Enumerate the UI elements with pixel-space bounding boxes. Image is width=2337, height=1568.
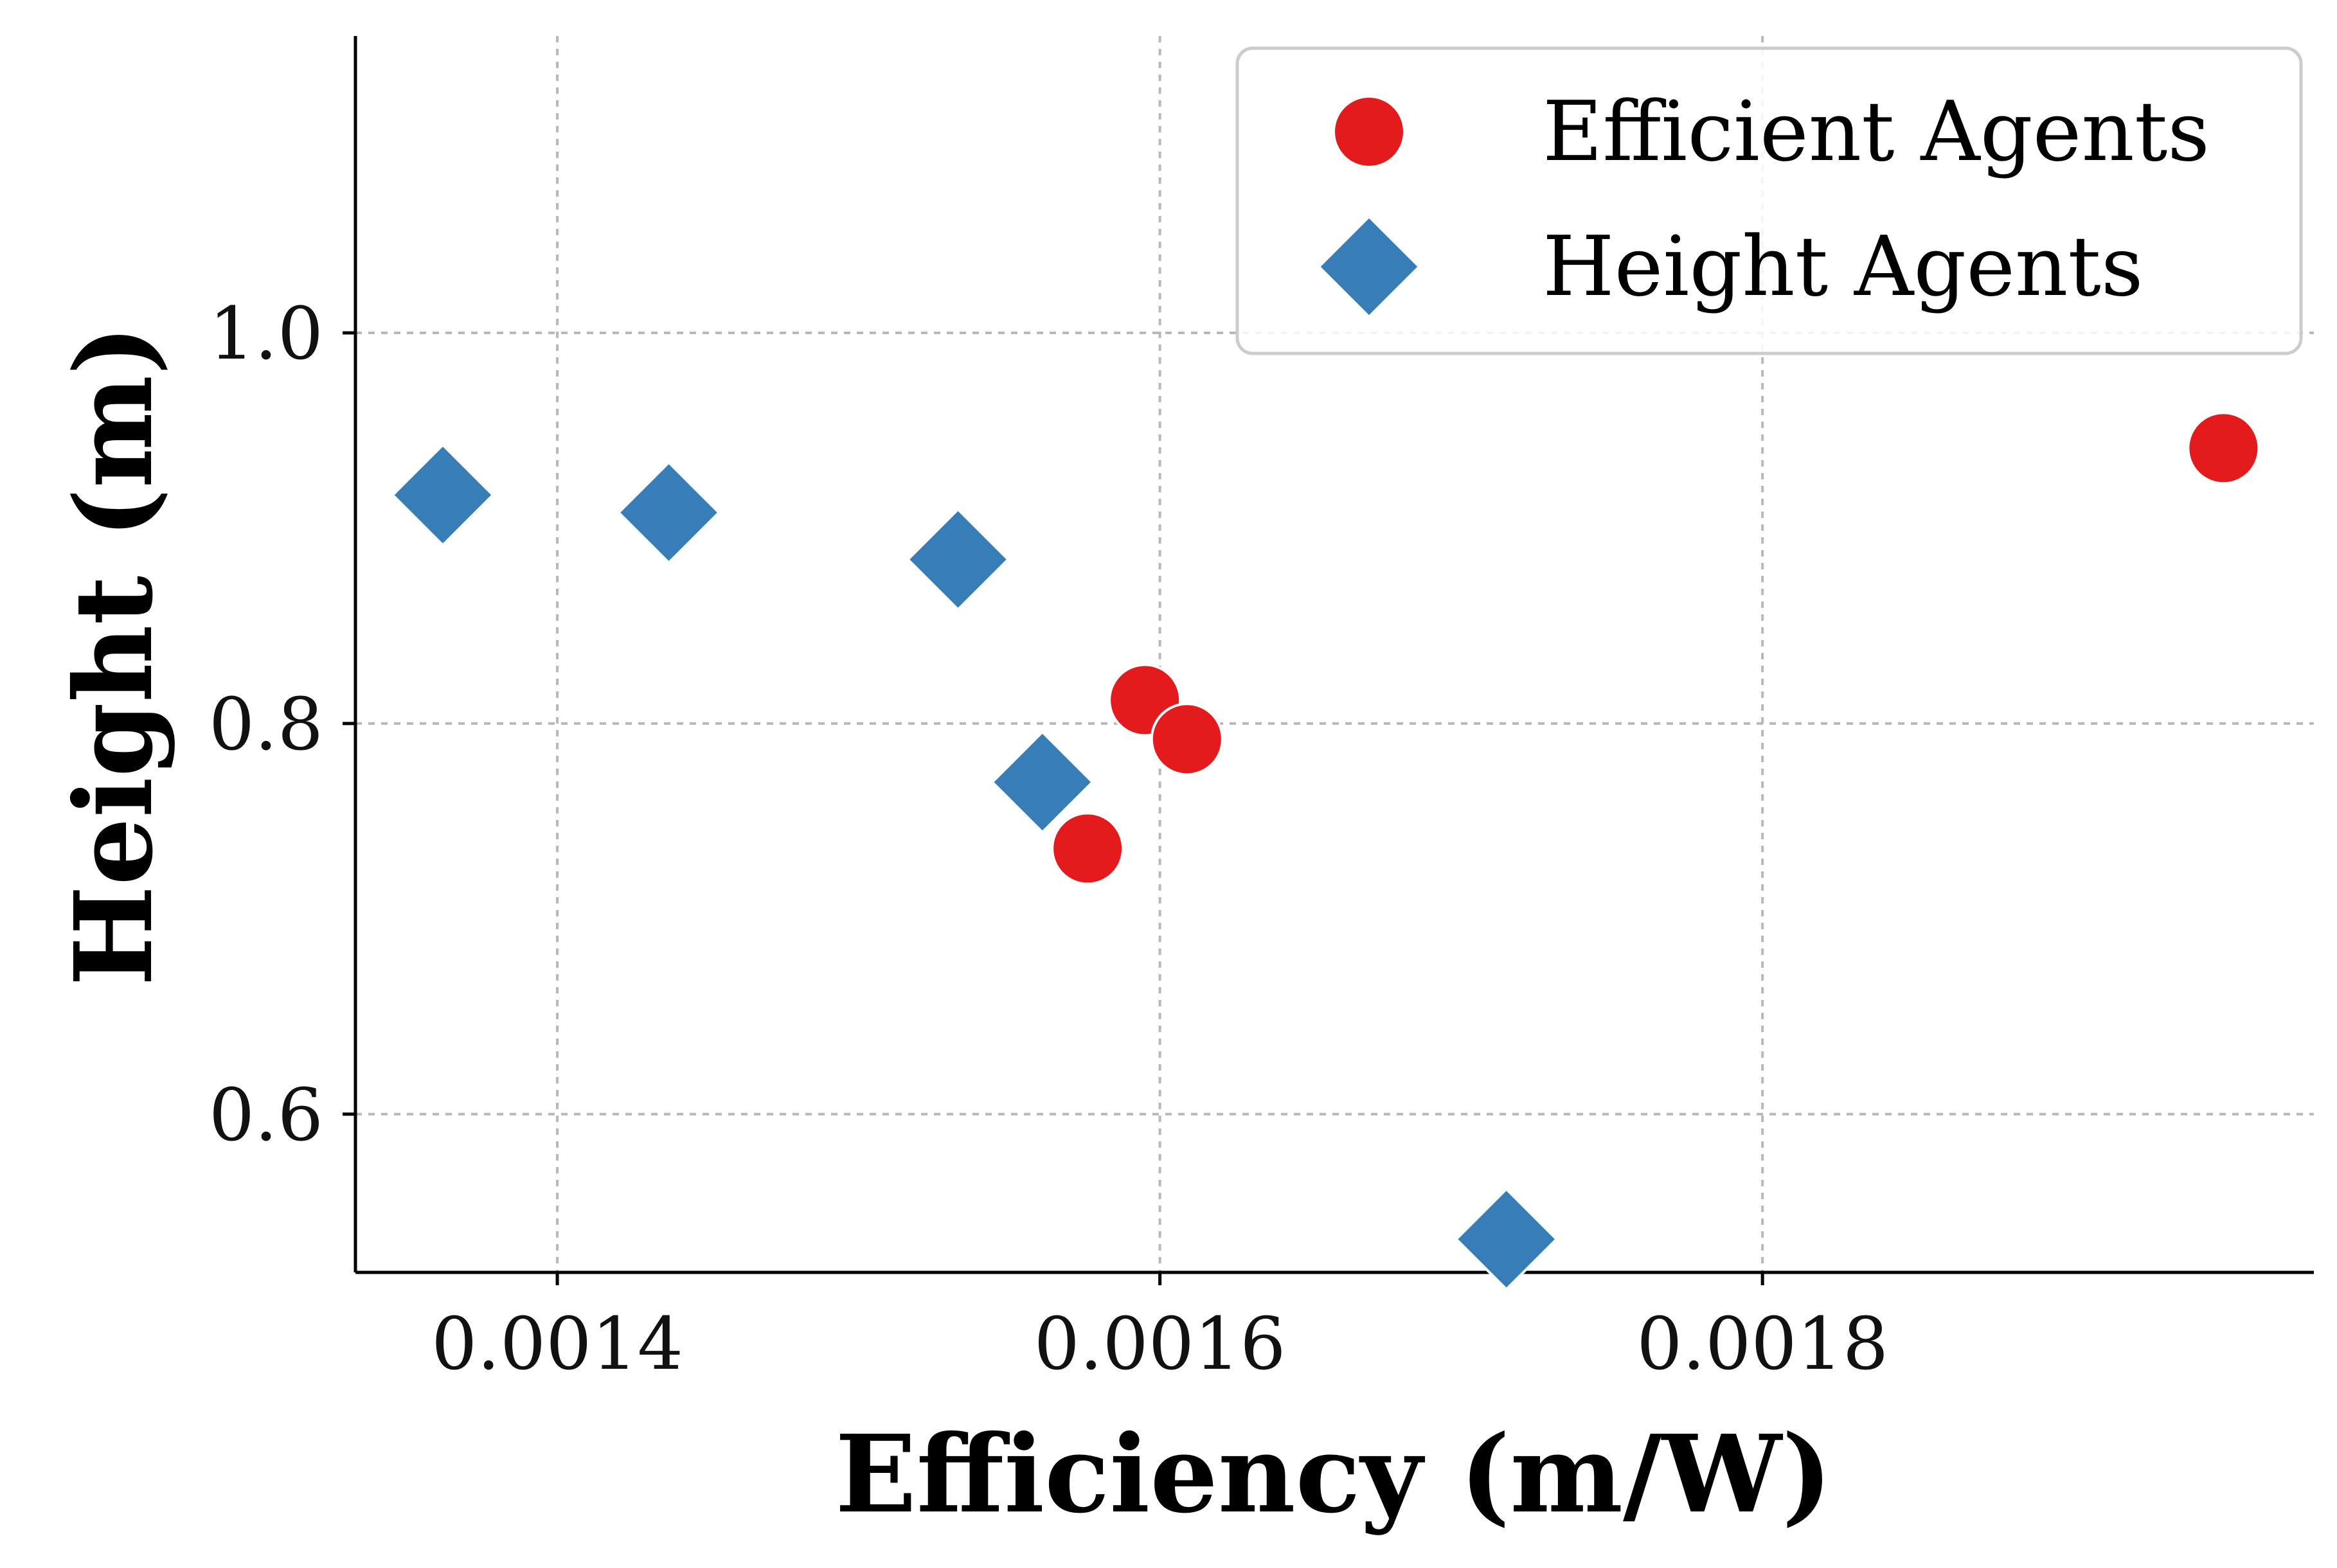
data-point-circle xyxy=(1051,812,1125,886)
legend: Efficient Agents Height Agents xyxy=(1235,46,2303,355)
y-tick-label: 1.0 xyxy=(209,292,323,376)
legend-label: Height Agents xyxy=(1543,219,2144,315)
y-tick-label: 0.6 xyxy=(209,1074,323,1157)
legend-frame xyxy=(1235,46,2303,355)
legend-label: Efficient Agents xyxy=(1543,84,2210,180)
x-tick-label: 0.0018 xyxy=(1636,1303,1888,1386)
data-point-diamond xyxy=(906,507,1010,612)
axes xyxy=(354,36,2314,1274)
ticks: 0.0014 0.0016 0.0018 0.6 0.8 1.0 xyxy=(209,292,1888,1386)
x-tick-label: 0.0016 xyxy=(1034,1303,1286,1386)
x-axis-title: Efficiency (m/W) xyxy=(835,1412,1832,1537)
data-point-circle xyxy=(1150,702,1224,776)
series-efficient-agents xyxy=(1051,411,2261,886)
data-point-diamond xyxy=(990,730,1095,834)
series-height-agents xyxy=(391,443,1559,1292)
data-point-diamond xyxy=(1454,1187,1559,1292)
y-axis-title: Height (m) xyxy=(51,325,177,986)
legend-marker-circle xyxy=(1332,95,1406,168)
data-point-diamond xyxy=(391,443,495,548)
y-tick-label: 0.8 xyxy=(209,683,323,767)
legend-marker-diamond xyxy=(1317,215,1421,319)
data-point-circle xyxy=(2187,411,2261,485)
data-points xyxy=(391,411,2261,1292)
x-tick-label: 0.0014 xyxy=(431,1303,683,1386)
data-point-diamond xyxy=(616,460,721,565)
